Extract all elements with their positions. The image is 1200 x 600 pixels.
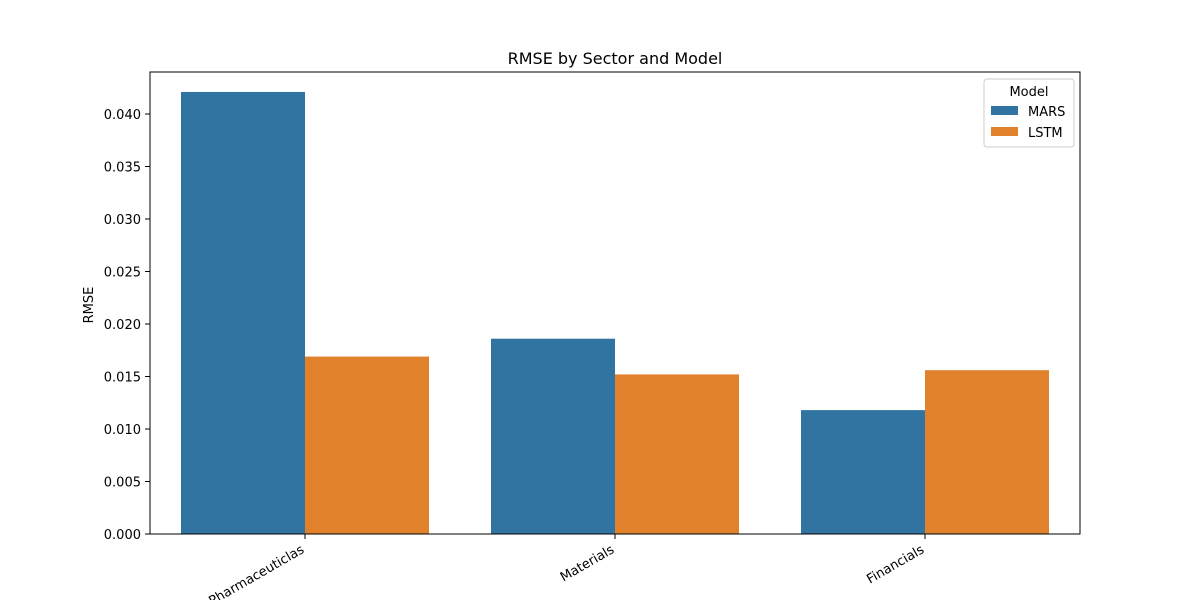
bar-mars-pharmaceuticlas [181, 91, 305, 534]
chart-title: RMSE by Sector and Model [508, 49, 723, 68]
legend-swatch-lstm [991, 127, 1018, 136]
legend-label-lstm: LSTM [1028, 126, 1063, 141]
legend: Model MARS LSTM [983, 78, 1075, 148]
legend-swatch-mars [991, 106, 1018, 115]
y-tick-label: 0.015 [104, 371, 141, 386]
y-tick-label: 0.000 [104, 528, 141, 543]
bar-lstm-pharmaceuticlas [305, 356, 429, 534]
x-tick-label: Financials [864, 542, 927, 587]
y-tick-label: 0.005 [104, 476, 141, 491]
bar-lstm-financials [925, 370, 1049, 534]
bar-mars-materials [491, 338, 615, 534]
x-axis: Pharmaceuticlas Materials Financials [206, 534, 927, 600]
bar-lstm-materials [615, 374, 739, 534]
legend-title: Model [1009, 85, 1048, 100]
y-tick-label: 0.020 [104, 318, 141, 333]
y-axis-label: RMSE [82, 287, 97, 324]
bars-group [181, 91, 1049, 534]
plot-frame [149, 71, 1081, 535]
y-tick-label: 0.010 [104, 423, 141, 438]
x-tick-label: Materials [558, 542, 617, 585]
y-tick-label: 0.025 [104, 266, 141, 281]
y-tick-label: 0.035 [104, 161, 141, 176]
y-tick-label: 0.040 [104, 108, 141, 123]
y-tick-label: 0.030 [104, 213, 141, 228]
legend-label-mars: MARS [1028, 105, 1065, 120]
y-axis: 0.000 0.005 0.010 0.015 0.020 0.025 0.030 0.035… [104, 108, 150, 543]
x-tick-label: Pharmaceuticlas [206, 542, 307, 600]
bar-mars-financials [801, 410, 925, 534]
